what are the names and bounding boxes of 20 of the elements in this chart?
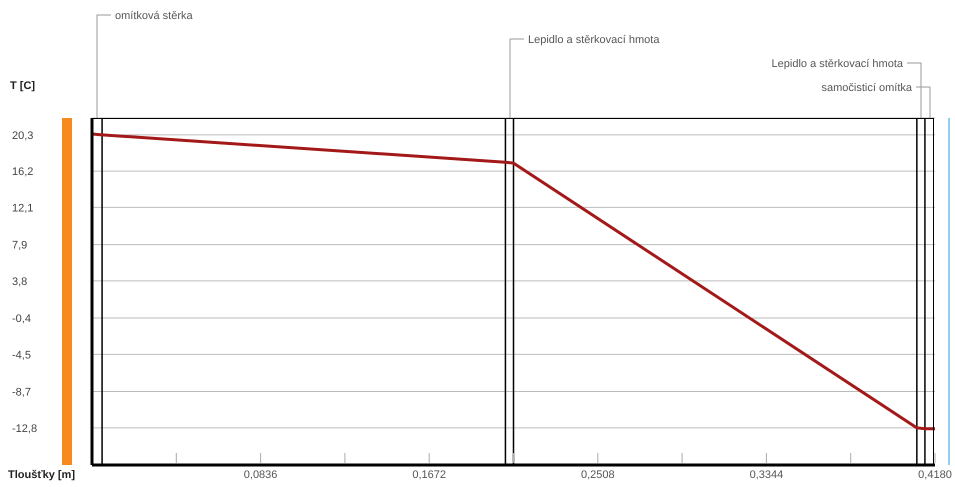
x-tick-label: 0,3344: [750, 469, 784, 481]
y-tick-label: 3,8: [12, 276, 28, 288]
y-tick-label: -12,8: [12, 422, 38, 435]
y-tick-label: 7,9: [12, 240, 28, 252]
x-axis-title: Tloušťky [m]: [8, 469, 75, 481]
text: Lepidlo a stěrkovací hmota: [528, 34, 660, 46]
x-tick-label: 0,0836: [244, 469, 278, 481]
y-tick-label: 20,3: [12, 130, 34, 142]
y-tick-label: -8,7: [12, 386, 31, 399]
text: omítková stěrka: [115, 10, 194, 22]
text: Lepidlo a stěrkovací hmota: [772, 58, 904, 70]
y-tick-label: -4,5: [12, 349, 31, 362]
text: samočisticí omítka: [822, 82, 913, 94]
x-tick-label: 0,4180: [918, 469, 952, 481]
x-tick-label: 0,2508: [580, 469, 615, 481]
y-tick-label: -0,4: [12, 313, 31, 326]
y-tick-label: 12,1: [12, 202, 34, 214]
y-axis-title: T [C]: [10, 80, 36, 92]
x-tick-label: 0,1672: [412, 469, 446, 481]
y-tick-label: 16,2: [12, 166, 34, 178]
